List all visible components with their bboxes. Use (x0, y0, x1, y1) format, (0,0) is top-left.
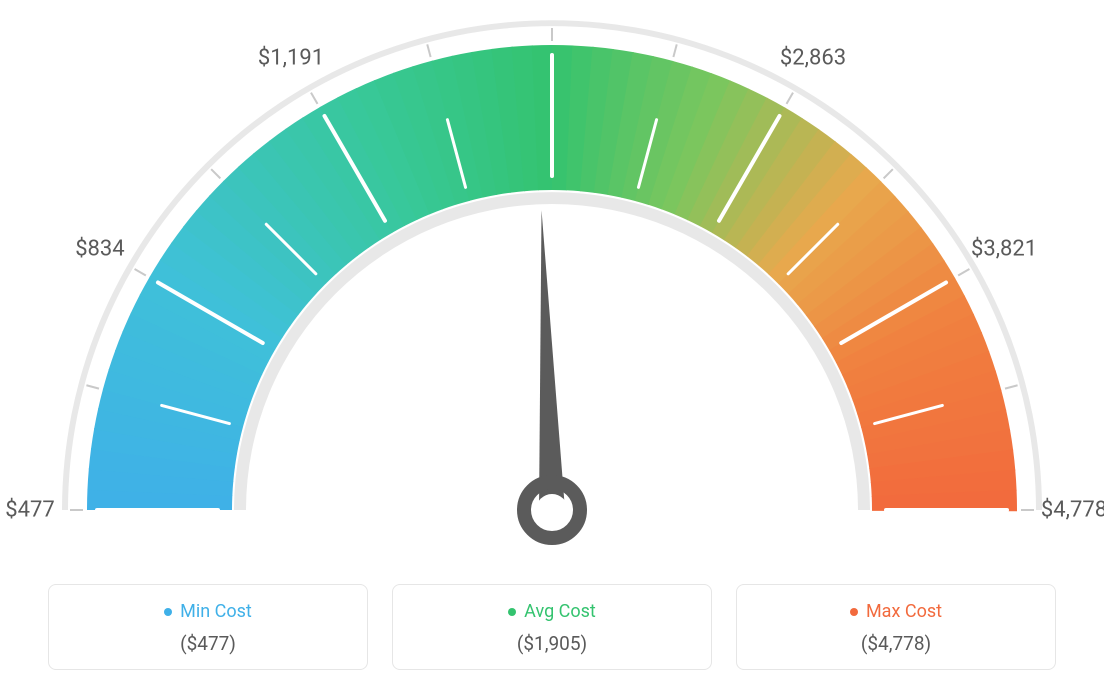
legend-title-avg: Avg Cost (405, 601, 699, 622)
legend-label-min: Min Cost (180, 601, 252, 622)
legend-dot-min (164, 608, 172, 616)
gauge-tick-label: $477 (5, 498, 54, 523)
legend-card-min: Min Cost ($477) (48, 584, 368, 670)
gauge-tick-label: $4,778 (1041, 498, 1104, 523)
legend-label-max: Max Cost (866, 601, 942, 622)
gauge-svg (0, 0, 1104, 560)
legend-dot-avg (508, 608, 516, 616)
legend-value-max: ($4,778) (749, 632, 1043, 655)
legend-label-avg: Avg Cost (524, 601, 596, 622)
gauge: $477 $834 $1,191 $1,905 $2,863 $3,821 $4,778 (0, 0, 1104, 560)
gauge-needle (539, 210, 565, 510)
legend-dot-max (850, 608, 858, 616)
gauge-tick-label: $1,905 (519, 0, 585, 1)
legend-card-max: Max Cost ($4,778) (736, 584, 1056, 670)
gauge-hub-hole (536, 494, 568, 526)
gauge-tick-label: $3,821 (971, 237, 1037, 262)
chart-container: $477 $834 $1,191 $1,905 $2,863 $3,821 $4,778 M… (0, 0, 1104, 690)
legend-title-min: Min Cost (61, 601, 355, 622)
legend-card-avg: Avg Cost ($1,905) (392, 584, 712, 670)
gauge-tick-label: $1,191 (258, 45, 324, 70)
legend-value-avg: ($1,905) (405, 632, 699, 655)
legend-row: Min Cost ($477) Avg Cost ($1,905) Max Co… (0, 584, 1104, 670)
legend-value-min: ($477) (61, 632, 355, 655)
legend-title-max: Max Cost (749, 601, 1043, 622)
gauge-tick-label: $2,863 (780, 45, 846, 70)
gauge-tick-label: $834 (75, 237, 124, 262)
